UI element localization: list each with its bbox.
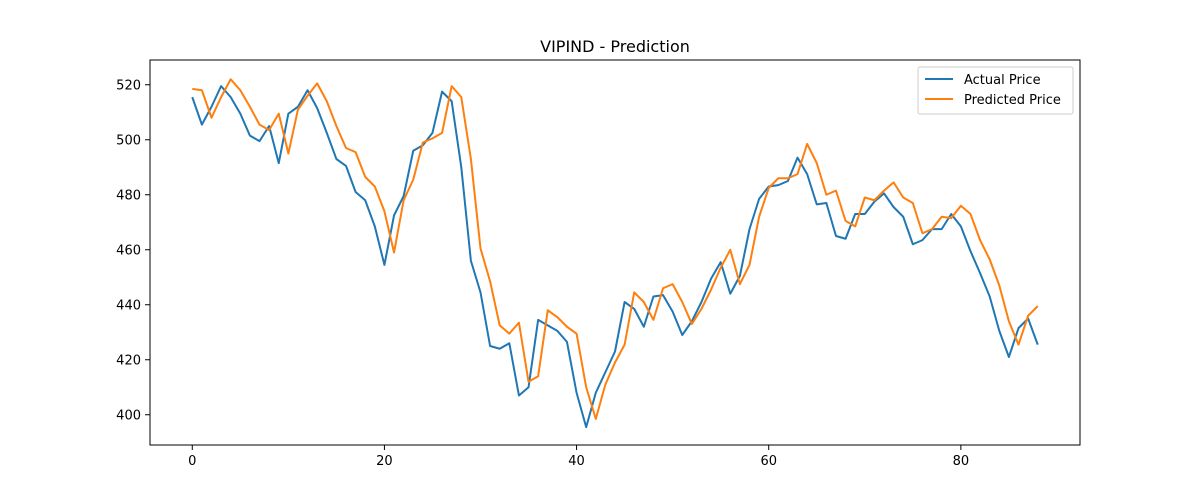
y-tick-label: 400 <box>116 408 141 423</box>
y-axis: 400 420 440 460 480 500 520 <box>116 78 150 423</box>
x-tick-label: 40 <box>568 454 585 469</box>
legend-box <box>917 66 1074 115</box>
legend-label-actual: Actual Price <box>964 73 1041 88</box>
legend: Actual Price Predicted Price <box>917 66 1074 115</box>
chart-title: VIPIND - Prediction <box>540 37 690 56</box>
x-tick-label: 60 <box>760 454 777 469</box>
y-tick-label: 500 <box>116 133 141 148</box>
series-layer <box>191 78 1039 429</box>
plot-area-frame <box>149 59 1081 446</box>
y-tick-label: 460 <box>116 243 141 258</box>
y-tick-label: 520 <box>116 78 141 93</box>
legend-label-predicted: Predicted Price <box>964 93 1061 108</box>
series-line-actual <box>191 85 1039 429</box>
x-tick-label: 0 <box>188 454 196 469</box>
y-tick-label: 480 <box>116 188 141 203</box>
y-tick-label: 420 <box>116 353 141 368</box>
y-tick-label: 440 <box>116 298 141 313</box>
series-line-predicted <box>192 78 1039 420</box>
x-tick-label: 20 <box>376 454 393 469</box>
x-axis: 0 20 40 60 80 <box>188 445 969 469</box>
x-tick-label: 80 <box>953 454 970 469</box>
